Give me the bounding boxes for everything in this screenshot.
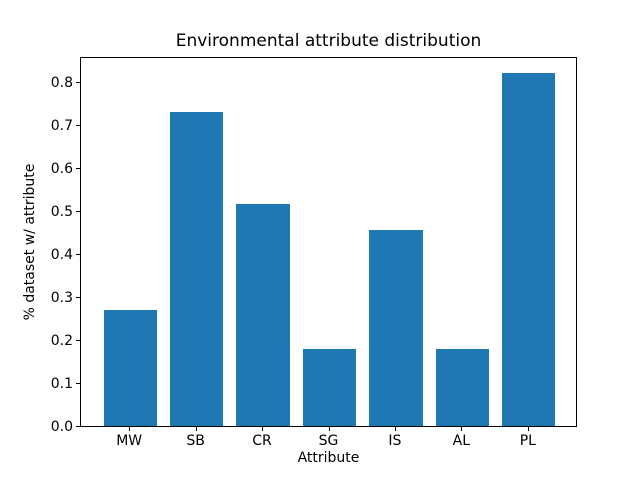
y-tick-mark bbox=[76, 81, 80, 83]
bar-is bbox=[369, 230, 423, 426]
y-tick-label: 0.3 bbox=[50, 289, 73, 306]
y-tick-label: 0.5 bbox=[50, 203, 73, 220]
x-tick-label-al: AL bbox=[452, 433, 471, 449]
y-tick-label: 0.8 bbox=[50, 74, 73, 91]
x-tick-mark bbox=[394, 427, 396, 431]
bar-cr bbox=[236, 204, 290, 426]
x-tick-mark bbox=[129, 427, 131, 431]
y-tick-mark bbox=[76, 167, 80, 169]
y-tick-mark bbox=[76, 426, 80, 427]
plot-area bbox=[80, 57, 577, 427]
x-tick-mark bbox=[461, 427, 463, 431]
y-tick-mark bbox=[76, 382, 80, 384]
x-axis-label: Attribute bbox=[297, 450, 360, 466]
x-tick-mark bbox=[262, 427, 264, 431]
y-tick-mark bbox=[76, 296, 80, 298]
y-tick-label: 0.4 bbox=[50, 246, 73, 263]
x-tick-mark bbox=[328, 427, 330, 431]
x-tick-label-sb: SB bbox=[186, 433, 205, 449]
y-tick-mark bbox=[76, 339, 80, 341]
y-tick-label: 0.6 bbox=[50, 160, 73, 177]
y-tick-label: 0.7 bbox=[50, 117, 73, 134]
x-tick-label-cr: CR bbox=[252, 433, 272, 449]
x-tick-mark bbox=[527, 427, 529, 431]
bar-pl bbox=[502, 73, 556, 426]
bar-sb bbox=[170, 111, 224, 426]
y-tick-label: 0.1 bbox=[50, 375, 73, 392]
y-tick-mark bbox=[76, 124, 80, 126]
y-tick-label: 0.2 bbox=[50, 332, 73, 349]
x-tick-label-mw: MW bbox=[116, 433, 143, 449]
y-tick-mark bbox=[76, 253, 80, 255]
x-tick-label-pl: PL bbox=[519, 433, 536, 449]
x-tick-mark bbox=[195, 427, 197, 431]
y-tick-label: 0.0 bbox=[50, 419, 73, 435]
y-tick-mark bbox=[76, 210, 80, 212]
bar-sg bbox=[302, 348, 357, 426]
bar-mw bbox=[103, 309, 157, 426]
x-tick-label-sg: SG bbox=[318, 433, 339, 449]
chart-title: Environmental attribute distribution bbox=[175, 31, 482, 51]
bar-al bbox=[435, 348, 489, 426]
x-tick-label-is: IS bbox=[388, 433, 402, 449]
